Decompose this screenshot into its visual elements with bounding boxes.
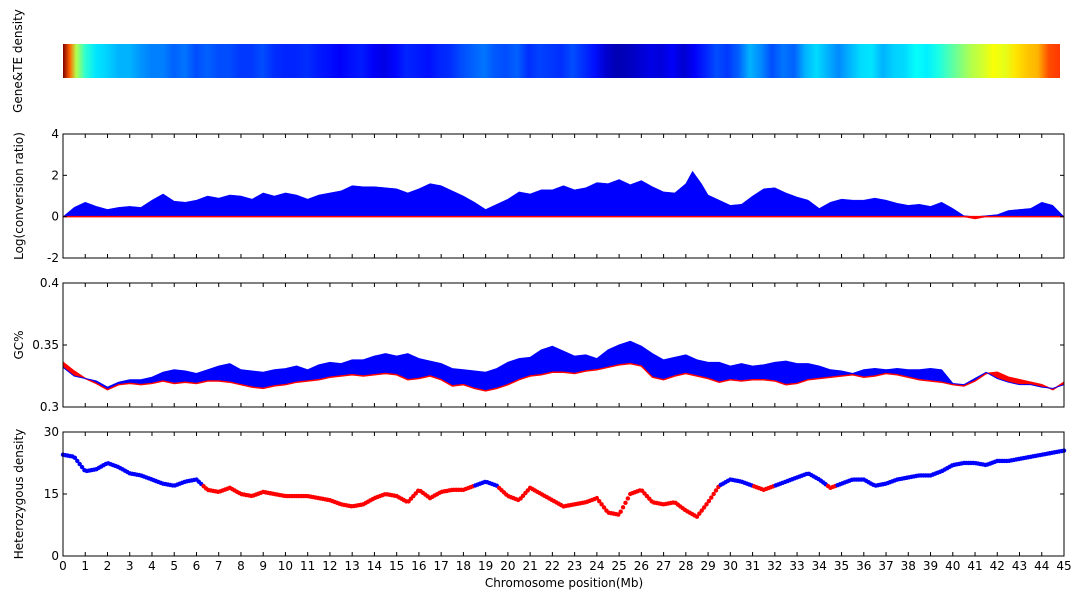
- gc-area: [62, 340, 1065, 392]
- x-tick-label: 28: [678, 559, 693, 573]
- heterozygous-point: [77, 461, 82, 467]
- y-tick-label: -2: [47, 251, 59, 265]
- x-tick-label: 31: [745, 559, 760, 573]
- x-tick-label: 15: [389, 559, 404, 573]
- heterozygous-point: [597, 499, 602, 504]
- conversion-ratio-frame: [62, 133, 1065, 259]
- heterozygous-frame: [62, 431, 1065, 557]
- x-tick-label: 2: [104, 559, 112, 573]
- gc-lower-line: [62, 361, 1065, 392]
- x-tick-label: 32: [767, 559, 782, 573]
- x-tick-label: 38: [901, 559, 916, 573]
- heterozygous-point: [694, 514, 700, 519]
- x-tick-label: 44: [1034, 559, 1049, 573]
- x-tick-label: 19: [478, 559, 493, 573]
- heterozygous-point: [601, 505, 607, 510]
- x-tick-label: 45: [1056, 559, 1071, 573]
- x-tick-label: 23: [567, 559, 582, 573]
- heterozygous-point: [79, 464, 85, 470]
- heterozygous-point: [620, 505, 626, 510]
- x-tick-label: 5: [170, 559, 178, 573]
- x-tick-label: 12: [322, 559, 337, 573]
- x-tick-label: 37: [878, 559, 893, 573]
- x-tick-label: 10: [278, 559, 293, 573]
- x-tick-label: 41: [967, 559, 982, 573]
- heterozygous-point: [709, 495, 714, 500]
- heterozygous-points: [60, 448, 1067, 519]
- x-tick-label: 9: [259, 559, 267, 573]
- heterozygous-point: [713, 488, 719, 493]
- y-tick-label: 0.35: [32, 338, 59, 352]
- heterozygous-point: [706, 498, 712, 504]
- density-panel: Gene&TE density: [11, 9, 1060, 113]
- x-tick-label: 27: [656, 559, 671, 573]
- density-y-axis-label: Gene&TE density: [11, 9, 25, 113]
- heterozygous-point: [618, 509, 623, 514]
- x-tick-label: 8: [237, 559, 245, 573]
- heterozygous-point: [599, 502, 604, 507]
- heterozygous-y-axis-label: Heterozygous density: [12, 429, 26, 560]
- conversion-ratio-panel: -2 0 2 4 Log(conversion ratio): [12, 127, 1065, 265]
- x-axis-label: Chromosome position(Mb): [485, 576, 643, 590]
- conversion-ratio-area: [62, 170, 1065, 220]
- x-tick-label: 40: [945, 559, 960, 573]
- gc-upper-line: [62, 340, 1065, 389]
- x-tick-label: 25: [611, 559, 626, 573]
- heterozygous-point: [697, 511, 702, 516]
- x-tick-label: 0: [59, 559, 67, 573]
- x-tick-label: 24: [589, 559, 604, 573]
- x-tick-label: 35: [834, 559, 849, 573]
- heterozygous-point: [699, 508, 704, 513]
- x-tick-label: 11: [300, 559, 315, 573]
- y-tick-label: 0.4: [40, 276, 59, 290]
- conversion-ratio-y-axis-label: Log(conversion ratio): [12, 132, 26, 260]
- y-tick-label: 0: [51, 549, 59, 563]
- heterozygous-point: [623, 500, 628, 506]
- gc-y-axis-label: GC%: [12, 330, 26, 359]
- x-tick-label: 20: [500, 559, 515, 573]
- x-tick-label: 13: [345, 559, 360, 573]
- x-tick-label: 7: [215, 559, 223, 573]
- x-tick-label: 43: [1012, 559, 1027, 573]
- x-tick-label: 22: [545, 559, 560, 573]
- x-tick-label: 30: [723, 559, 738, 573]
- x-tick-label: 29: [700, 559, 715, 573]
- x-tick-label: 1: [81, 559, 89, 573]
- x-tick-label: 16: [411, 559, 426, 573]
- y-tick-label: 30: [44, 425, 59, 439]
- x-tick-label: 6: [193, 559, 201, 573]
- x-tick-label: 39: [923, 559, 938, 573]
- x-tick-label: 36: [856, 559, 871, 573]
- gc-upper-area: [63, 341, 1064, 391]
- density-heatmap-strip: [63, 44, 1060, 78]
- y-tick-label: 15: [44, 487, 59, 501]
- x-tick-label: 3: [126, 559, 134, 573]
- heterozygous-point: [701, 505, 707, 510]
- x-tick-label: 33: [789, 559, 804, 573]
- x-tick-label: 17: [434, 559, 449, 573]
- x-tick-label: 18: [456, 559, 471, 573]
- gc-frame: [62, 282, 1065, 408]
- x-tick-label: 42: [990, 559, 1005, 573]
- y-tick-label: 2: [51, 168, 59, 182]
- heterozygous-point: [75, 458, 80, 464]
- y-tick-label: 0: [51, 210, 59, 224]
- heterozygous-point: [704, 502, 709, 507]
- heterozygous-point: [72, 455, 78, 461]
- x-tick-label: 4: [148, 559, 156, 573]
- x-tick-label: 34: [812, 559, 827, 573]
- gc-panel: 0.3 0.35 0.4 GC%: [12, 276, 1065, 414]
- y-tick-label: 0.3: [40, 400, 59, 414]
- x-tick-label: 26: [634, 559, 649, 573]
- x-tick-label: 21: [522, 559, 537, 573]
- x-tick-label: 14: [367, 559, 382, 573]
- conversion-positive-area: [62, 170, 1065, 217]
- heterozygous-point: [711, 491, 716, 497]
- y-tick-label: 4: [51, 127, 59, 141]
- heterozygous-point: [594, 495, 600, 501]
- heterozygous-point: [625, 496, 631, 501]
